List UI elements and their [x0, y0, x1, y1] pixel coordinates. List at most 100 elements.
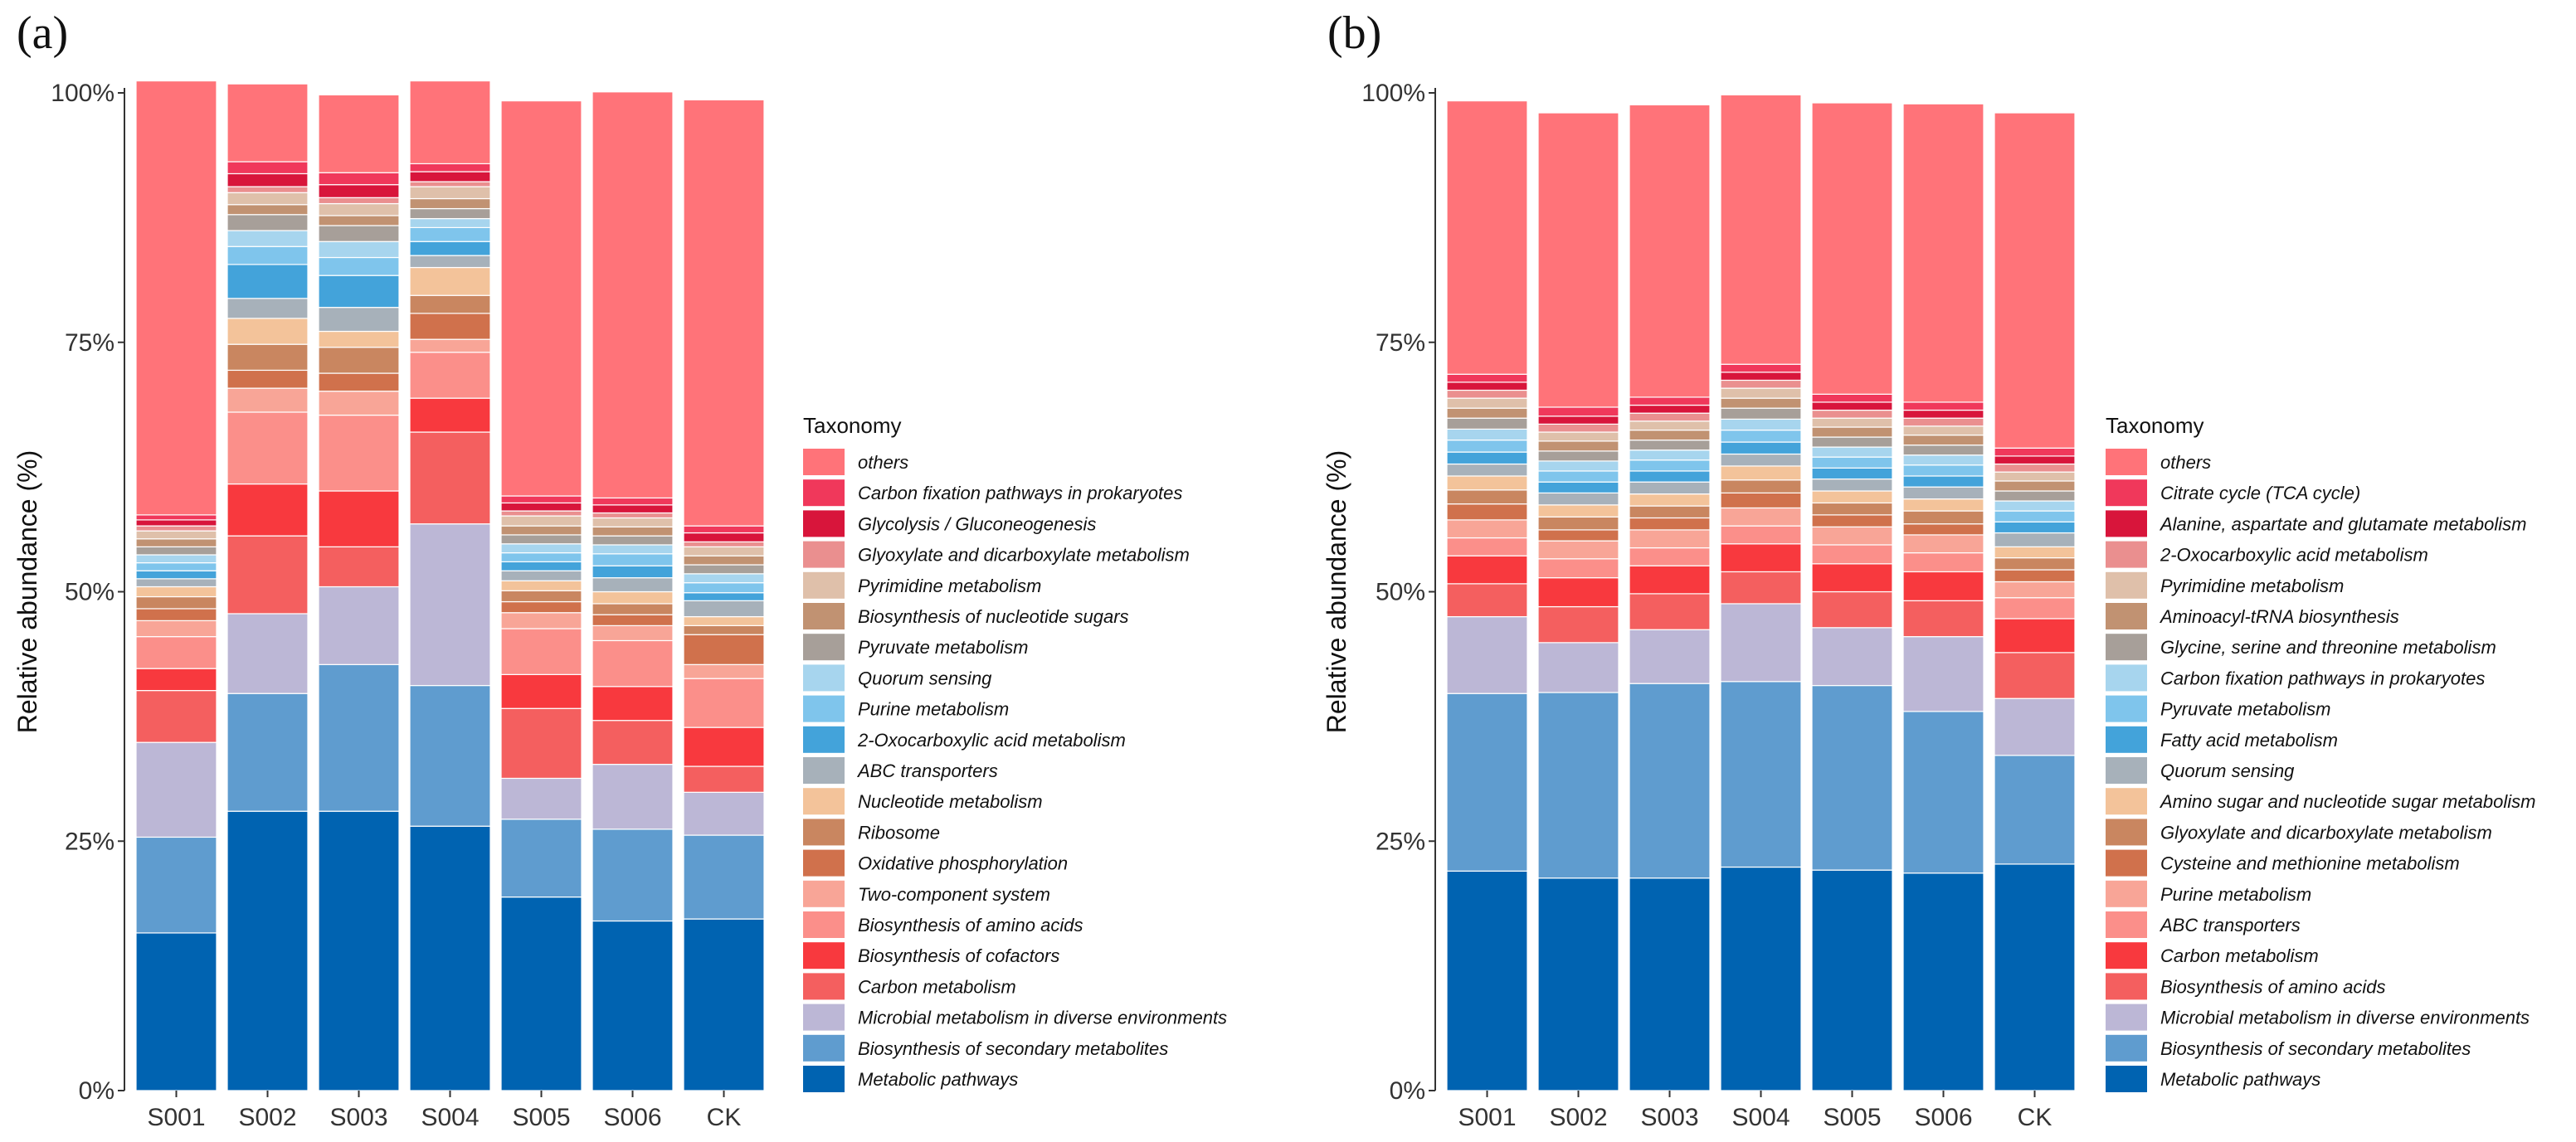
bar-segment-ck-8 [683, 624, 765, 635]
legend-title: Taxonomy [2106, 413, 2204, 438]
bar-segment-s001-11 [135, 570, 217, 580]
bar-segment-s004-20 [409, 80, 491, 165]
legend-swatch [2106, 1066, 2147, 1092]
legend-label: others [2160, 452, 2211, 473]
bar-segment-s002-10 [226, 298, 309, 319]
legend-swatch [803, 571, 845, 599]
bar-segment-s001-18 [1446, 381, 1528, 391]
bar-segment-s003-4 [318, 490, 400, 547]
bar-segment-s006-8 [592, 603, 674, 615]
legend-swatch [2106, 819, 2147, 846]
bar-segment-s002-8 [1537, 516, 1619, 531]
bar-segment-s001-1 [135, 836, 217, 934]
bar-segment-s005-20 [1811, 102, 1893, 395]
bar-segment-s003-8 [318, 347, 400, 374]
legend-label: Citrate cycle (TCA cycle) [2160, 483, 2360, 503]
bar-segment-s004-17 [1720, 379, 1802, 389]
bar-segment-s005-1 [1811, 684, 1893, 871]
legend-label: Microbial metabolism in diverse environm… [858, 1008, 1227, 1028]
bar-segment-ck-16 [683, 546, 765, 556]
bar-segment-s002-14 [1537, 450, 1619, 462]
bar-segment-s006-2 [1902, 636, 1984, 712]
legend-swatch [2106, 664, 2147, 692]
bar-segment-s006-0 [1902, 872, 1984, 1091]
bar-segment-ck-0 [1994, 863, 2076, 1091]
bar-segment-s003-1 [318, 663, 400, 812]
bar-segment-s004-14 [1720, 407, 1802, 420]
legend-swatch [2106, 510, 2147, 537]
bar-segment-s002-3 [226, 535, 309, 615]
panel-letter: (a) [17, 7, 68, 59]
bar-segment-s003-14 [1629, 440, 1711, 451]
bar-segment-s001-15 [135, 538, 217, 547]
bar-segment-s001-3 [135, 689, 217, 743]
bar-segment-s003-19 [1629, 396, 1711, 406]
legend-label: Biosynthesis of amino acids [858, 915, 1083, 935]
bar-segment-s004-1 [1720, 681, 1802, 868]
bar-segment-s001-1 [1446, 692, 1528, 872]
bar-segment-ck-3 [683, 765, 765, 793]
bar-segment-s005-4 [500, 673, 582, 709]
bar-segment-s002-4 [1537, 577, 1619, 608]
bar-segment-s003-4 [1629, 565, 1711, 595]
bar-segment-s001-20 [135, 80, 217, 516]
bar-segment-s005-13 [500, 543, 582, 554]
bar-segment-s005-12 [500, 552, 582, 563]
bar-segment-ck-5 [1994, 597, 2076, 620]
bar-segment-s002-4 [226, 483, 309, 537]
x-tick-label: S003 [329, 1104, 387, 1131]
bar-segment-s004-11 [1720, 441, 1802, 455]
bar-segment-s006-17 [1902, 417, 1984, 427]
legend-swatch [803, 880, 845, 907]
bar-segment-ck-15 [683, 555, 765, 566]
bar-segment-ck-8 [1994, 556, 2076, 571]
bar-segment-s001-7 [1446, 503, 1528, 521]
bar-segment-ck-19 [683, 525, 765, 534]
x-tick-label: S001 [1458, 1104, 1516, 1131]
bar-segment-s002-5 [226, 411, 309, 485]
bar-segment-ck-18 [1994, 455, 2076, 465]
legend-swatch [803, 510, 845, 537]
legend-swatch [803, 819, 845, 846]
legend-swatch [2106, 880, 2147, 907]
legend-label: Glycine, serine and threonine metabolism [2160, 637, 2496, 658]
legend-swatch [2106, 973, 2147, 1000]
bar-segment-ck-19 [1994, 447, 2076, 457]
y-axis-label: Relative abundance (%) [1322, 450, 1351, 734]
bar-segment-s006-20 [1902, 103, 1984, 403]
bar-segment-s005-15 [1811, 426, 1893, 438]
bar-segment-s006-3 [1902, 600, 1984, 638]
bar-segment-s004-7 [1720, 492, 1802, 509]
legend-label: Biosynthesis of secondary metabolites [2160, 1038, 2471, 1059]
bar-segment-s001-11 [1446, 451, 1528, 465]
legend-label: Biosynthesis of cofactors [858, 945, 1059, 966]
x-tick-label: S005 [1823, 1104, 1881, 1131]
legend-label: Carbon fixation pathways in prokaryotes [858, 483, 1182, 503]
bar-segment-s001-16 [135, 530, 217, 540]
bar-segment-s003-3 [318, 546, 400, 588]
bar-segment-s001-13 [135, 554, 217, 564]
legend-swatch [803, 942, 845, 969]
bar-segment-s005-18 [500, 502, 582, 512]
bar-segment-s004-0 [409, 825, 491, 1091]
bar-segment-s005-14 [1811, 436, 1893, 448]
bar-segment-s002-3 [1537, 605, 1619, 644]
bar-segment-s005-8 [1811, 502, 1893, 516]
x-tick-label: S002 [238, 1104, 296, 1131]
bar-segment-s005-11 [1811, 467, 1893, 480]
legend-label: Amino sugar and nucleotide sugar metabol… [2159, 791, 2535, 812]
bar-segment-s001-2 [135, 741, 217, 838]
bar-segment-s003-5 [1629, 547, 1711, 566]
bar-segment-s004-11 [409, 241, 491, 256]
legend-swatch [803, 757, 845, 784]
bar-segment-s001-17 [1446, 389, 1528, 399]
bar-segment-s006-7 [592, 614, 674, 627]
bar-segment-ck-17 [1994, 463, 2076, 473]
legend-label: Aminoacyl-tRNA biosynthesis [2159, 606, 2399, 627]
bar-segment-s001-4 [1446, 555, 1528, 585]
bar-segment-ck-13 [683, 573, 765, 584]
bar-segment-s005-9 [1811, 490, 1893, 504]
bar-segment-s001-10 [135, 578, 217, 588]
bar-segment-s006-18 [1902, 409, 1984, 419]
